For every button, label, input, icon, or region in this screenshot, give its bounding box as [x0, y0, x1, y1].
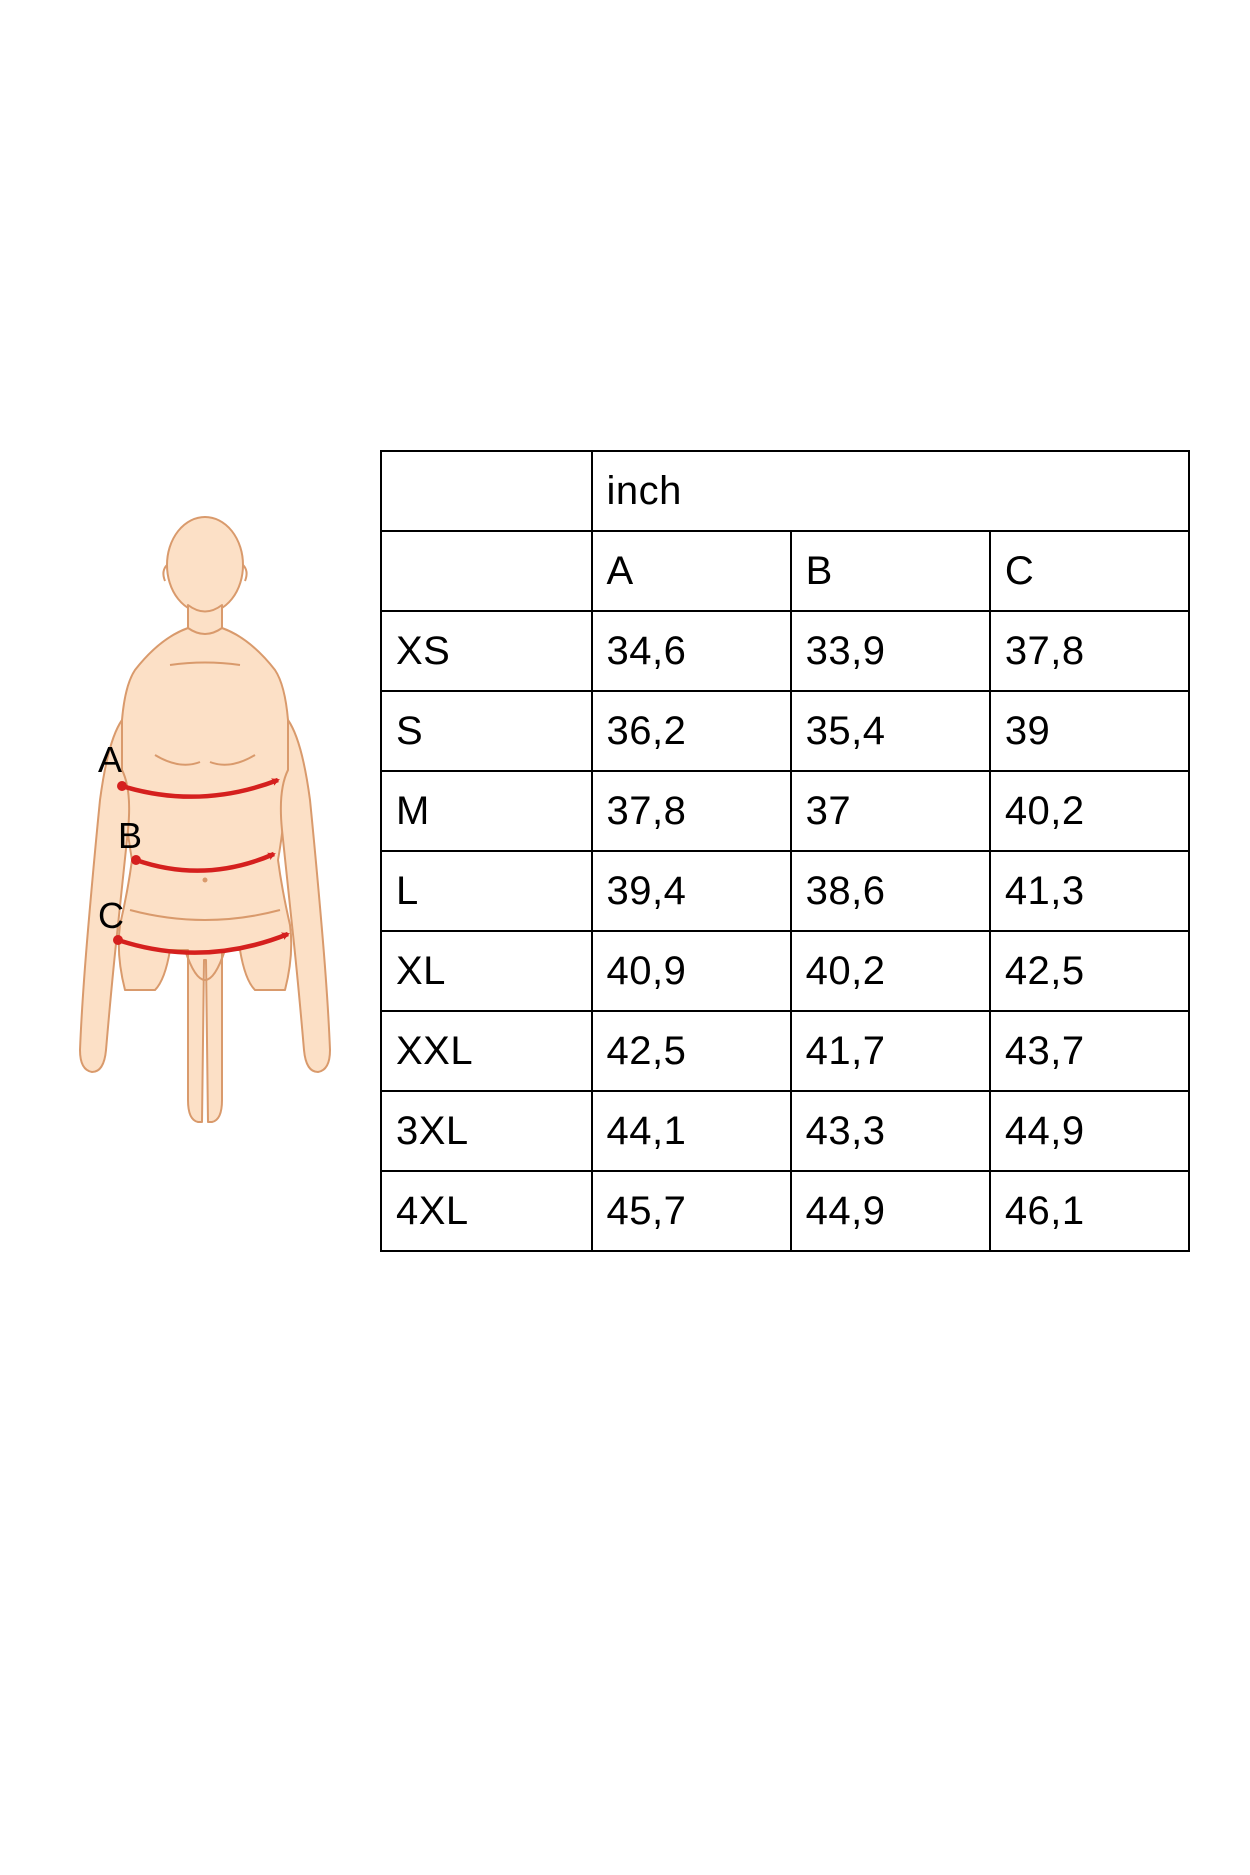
- value-cell: 37,8: [592, 771, 791, 851]
- value-cell: 36,2: [592, 691, 791, 771]
- value-cell: 46,1: [990, 1171, 1189, 1251]
- figure-label-c: C: [98, 895, 124, 936]
- size-cell: M: [381, 771, 592, 851]
- table-row: M 37,8 37 40,2: [381, 771, 1189, 851]
- size-cell: 3XL: [381, 1091, 592, 1171]
- value-cell: 44,9: [990, 1091, 1189, 1171]
- value-cell: 39: [990, 691, 1189, 771]
- value-cell: 45,7: [592, 1171, 791, 1251]
- unit-header-blank: [381, 451, 592, 531]
- size-cell: L: [381, 851, 592, 931]
- size-cell: XS: [381, 611, 592, 691]
- table-row: L 39,4 38,6 41,3: [381, 851, 1189, 931]
- size-cell: XXL: [381, 1011, 592, 1091]
- value-cell: 40,2: [791, 931, 990, 1011]
- value-cell: 33,9: [791, 611, 990, 691]
- value-cell: 41,7: [791, 1011, 990, 1091]
- value-cell: 43,7: [990, 1011, 1189, 1091]
- table-row-unit: inch: [381, 451, 1189, 531]
- value-cell: 40,9: [592, 931, 791, 1011]
- value-cell: 34,6: [592, 611, 791, 691]
- table-row: XL 40,9 40,2 42,5: [381, 931, 1189, 1011]
- column-header-blank: [381, 531, 592, 611]
- value-cell: 37,8: [990, 611, 1189, 691]
- table-row: 3XL 44,1 43,3 44,9: [381, 1091, 1189, 1171]
- table-row: XXL 42,5 41,7 43,7: [381, 1011, 1189, 1091]
- value-cell: 40,2: [990, 771, 1189, 851]
- column-header-c: C: [990, 531, 1189, 611]
- size-chart-table: inch A B C XS 34,6 33,9 37,8 S 36,2: [380, 450, 1190, 1252]
- body-measurement-figure: A B C: [70, 510, 340, 1130]
- value-cell: 42,5: [592, 1011, 791, 1091]
- table-row: 4XL 45,7 44,9 46,1: [381, 1171, 1189, 1251]
- value-cell: 38,6: [791, 851, 990, 931]
- figure-label-b: B: [118, 815, 142, 856]
- content-row: A B C inch A: [70, 450, 1190, 1252]
- size-chart-page: A B C inch A: [0, 0, 1250, 1875]
- value-cell: 43,3: [791, 1091, 990, 1171]
- size-cell: 4XL: [381, 1171, 592, 1251]
- value-cell: 41,3: [990, 851, 1189, 931]
- size-table-column: inch A B C XS 34,6 33,9 37,8 S 36,2: [380, 450, 1190, 1252]
- value-cell: 44,1: [592, 1091, 791, 1171]
- column-header-b: B: [791, 531, 990, 611]
- size-cell: S: [381, 691, 592, 771]
- table-row: XS 34,6 33,9 37,8: [381, 611, 1189, 691]
- table-row-columns: A B C: [381, 531, 1189, 611]
- value-cell: 39,4: [592, 851, 791, 931]
- unit-header: inch: [592, 451, 1190, 531]
- column-header-a: A: [592, 531, 791, 611]
- figure-label-a: A: [98, 739, 122, 780]
- size-cell: XL: [381, 931, 592, 1011]
- value-cell: 35,4: [791, 691, 990, 771]
- value-cell: 37: [791, 771, 990, 851]
- body-figure-column: A B C: [70, 450, 340, 1130]
- value-cell: 44,9: [791, 1171, 990, 1251]
- value-cell: 42,5: [990, 931, 1189, 1011]
- table-row: S 36,2 35,4 39: [381, 691, 1189, 771]
